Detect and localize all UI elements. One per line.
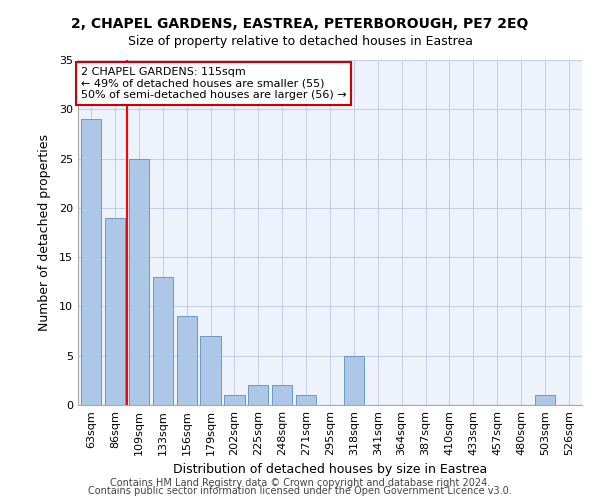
Bar xyxy=(248,386,268,405)
Bar xyxy=(105,218,125,405)
Text: 2 CHAPEL GARDENS: 115sqm
← 49% of detached houses are smaller (55)
50% of semi-d: 2 CHAPEL GARDENS: 115sqm ← 49% of detach… xyxy=(80,67,346,100)
Bar xyxy=(129,158,149,405)
Text: Size of property relative to detached houses in Eastrea: Size of property relative to detached ho… xyxy=(128,35,473,48)
Bar xyxy=(535,395,555,405)
Bar xyxy=(272,386,292,405)
Text: Contains public sector information licensed under the Open Government Licence v3: Contains public sector information licen… xyxy=(88,486,512,496)
Y-axis label: Number of detached properties: Number of detached properties xyxy=(38,134,50,331)
Bar xyxy=(344,356,364,405)
Bar xyxy=(152,277,173,405)
Bar xyxy=(176,316,197,405)
X-axis label: Distribution of detached houses by size in Eastrea: Distribution of detached houses by size … xyxy=(173,464,487,476)
Bar xyxy=(200,336,221,405)
Bar xyxy=(224,395,245,405)
Bar xyxy=(81,119,101,405)
Bar xyxy=(296,395,316,405)
Text: Contains HM Land Registry data © Crown copyright and database right 2024.: Contains HM Land Registry data © Crown c… xyxy=(110,478,490,488)
Text: 2, CHAPEL GARDENS, EASTREA, PETERBOROUGH, PE7 2EQ: 2, CHAPEL GARDENS, EASTREA, PETERBOROUGH… xyxy=(71,18,529,32)
